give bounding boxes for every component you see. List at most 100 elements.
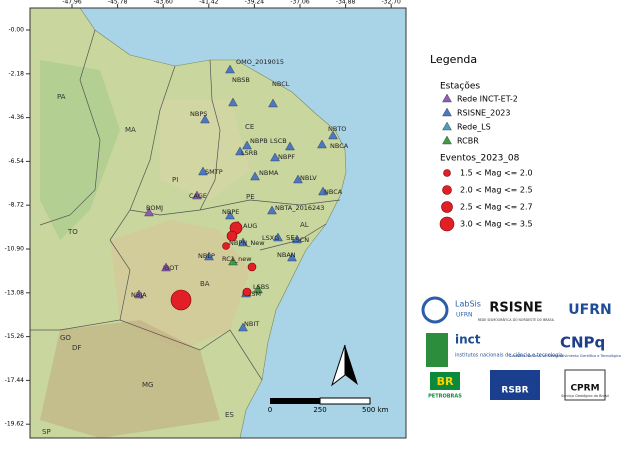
legend-label: 2.5 < Mag <= 2.7: [460, 203, 533, 212]
legend-event: [442, 185, 452, 195]
logo-text: BR: [437, 375, 454, 388]
station-label: NBPS: [190, 110, 207, 118]
station-marker: [204, 251, 214, 261]
logo-icon: [430, 372, 460, 390]
scale-label: 500 km: [362, 406, 389, 414]
legend-section: Estações: [440, 82, 480, 92]
station-marker: [134, 289, 144, 299]
station-label: NBPE: [222, 208, 239, 216]
logo-text: UFRN: [456, 312, 473, 319]
lon-tick-label: -47.96: [62, 0, 82, 6]
logo-text: RSISNE: [489, 301, 542, 316]
station-marker: [228, 256, 238, 266]
legend-label: Rede INCT-ET-2: [457, 95, 518, 104]
logo-icon: [564, 369, 606, 401]
station-marker: [318, 186, 328, 196]
station-marker: [228, 97, 238, 107]
station-label: SMTP: [205, 168, 223, 176]
lat-tick-label: -10.90: [5, 246, 25, 253]
legend-section: Eventos_2023_08: [440, 154, 520, 164]
station-label: NBAN: [277, 251, 296, 259]
station-label: LSBS: [253, 283, 269, 291]
legend-label: 3.0 < Mag <= 3.5: [460, 220, 533, 229]
lon-tick-label: -43.60: [154, 0, 174, 6]
station-label: NBPB: [250, 137, 268, 145]
logo-text: RSBR: [501, 386, 528, 396]
station-label: LSXG: [262, 234, 279, 242]
station-marker: [192, 190, 202, 200]
station-marker: [198, 166, 208, 176]
logo-text: CNPq: [560, 334, 605, 352]
station-label: LSRB: [241, 149, 258, 157]
legend-label: RSISNE_2023: [457, 109, 510, 118]
station-marker: [144, 207, 154, 217]
station-marker: [287, 252, 297, 262]
station-marker: [442, 93, 452, 103]
station-label: NBTA_2016243: [275, 204, 324, 212]
station-label: NBJA: [131, 291, 147, 299]
state-label: SE: [286, 234, 295, 242]
station-marker: [242, 140, 252, 150]
terrain: [40, 60, 120, 240]
station-label: NBIT: [244, 320, 259, 328]
state-borders: [30, 29, 341, 381]
lat-tick-label: -6.54: [8, 158, 24, 165]
station-marker: [285, 141, 295, 151]
legend-label: 2.0 < Mag <= 2.5: [460, 186, 533, 195]
event-marker: [170, 289, 192, 311]
station-label: LSCB: [270, 137, 287, 145]
station-marker: [267, 205, 277, 215]
station-label: CAGE: [189, 192, 207, 200]
station-label: NBTO: [328, 125, 346, 133]
station-label: NBSB: [232, 76, 250, 84]
logo-text: CPRM: [570, 384, 599, 394]
lon-tick-label: -37.06: [290, 0, 310, 6]
station-label: NBLP: [198, 252, 215, 260]
station-label: NBLV: [300, 174, 317, 182]
station-marker: [253, 284, 263, 294]
station-label: AUG: [243, 222, 257, 230]
station-marker: [292, 234, 302, 244]
event-marker: [226, 230, 238, 242]
station-marker: [225, 210, 235, 220]
logo-text: institutos nacionais de ciência e tecnol…: [455, 352, 563, 359]
lat-tick-label: -0.00: [8, 27, 24, 34]
station-label: NBPN_New: [229, 239, 265, 247]
station-marker: [442, 107, 452, 117]
event-marker: [242, 287, 252, 297]
lat-tick-label: -15.26: [5, 333, 25, 340]
station-marker: [293, 174, 303, 184]
terrain: [110, 220, 250, 350]
station-label: BOMJ: [146, 204, 163, 212]
legend-label: Rede_LS: [457, 123, 491, 132]
state-label: ES: [225, 411, 234, 419]
terrain: [160, 100, 250, 200]
station-label: OMO_2019015: [236, 58, 284, 66]
state-label: BA: [200, 280, 210, 288]
logo-icon: [490, 370, 540, 400]
station-marker: [442, 121, 452, 131]
lon-tick-label: -34.88: [336, 0, 356, 6]
state-label: TO: [67, 228, 78, 236]
station-marker: [225, 64, 235, 74]
logo-icon: [426, 333, 448, 367]
event-marker: [247, 262, 257, 272]
station-label: NBSM: [242, 290, 261, 298]
station-marker: [250, 171, 260, 181]
legend-title: Legenda: [430, 53, 477, 66]
north-arrow: [331, 344, 358, 387]
logo-icon: [421, 296, 449, 324]
state-label: CE: [245, 123, 254, 131]
legend-label: 1.5 < Mag <= 2.0: [460, 169, 533, 178]
legend-event: [443, 169, 451, 177]
logo-text: Serviço Geológico do Brasil: [561, 394, 609, 398]
legend-event: [439, 216, 455, 232]
state-label: MA: [125, 126, 136, 134]
state-label: GO: [60, 334, 71, 342]
station-label: NBCA: [330, 142, 349, 150]
logo-text: Conselho Nacional de Desenvolvimento Cie…: [509, 354, 621, 358]
lat-tick-label: -4.36: [8, 114, 24, 121]
station-label: NBCA: [324, 188, 343, 196]
